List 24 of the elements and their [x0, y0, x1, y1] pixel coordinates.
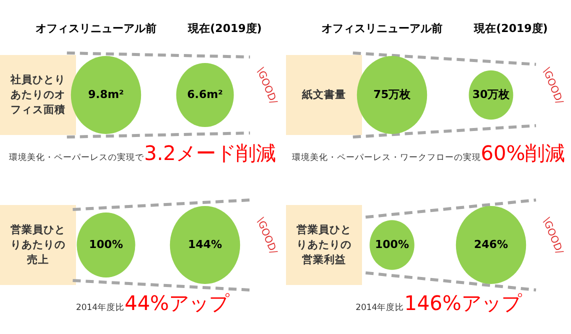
data-label: 75万枚	[373, 88, 412, 102]
category-label: 現在(2019度)	[473, 22, 548, 35]
data-label: 100%	[89, 238, 123, 252]
category-label: 現在(2019度)	[187, 22, 262, 35]
data-label: 144%	[188, 238, 222, 252]
data-label: 100%	[375, 238, 409, 252]
category-label: オフィスリニューアル前	[36, 22, 156, 35]
text: 2014年度比	[356, 302, 404, 313]
text: 営業員ひとりあたりの売上	[10, 222, 66, 266]
text: 環境美化・ペーパーレス・ワークフローの実現	[292, 152, 481, 163]
text: 営業員ひとりあたりの営業利益	[296, 222, 352, 266]
data-label: 6.6m²	[187, 88, 224, 102]
data-label: 9.8m²	[88, 88, 124, 102]
text: 環境美化・ペーパーレスの実現で	[9, 152, 146, 163]
category-label: オフィスリニューアル前	[322, 22, 442, 35]
text: 3.2メード削減	[144, 141, 276, 165]
text: 社員ひとりあたりのオフィス面積	[10, 72, 66, 116]
data-label: 30万枚	[472, 88, 511, 102]
text: 紙文書量	[301, 88, 346, 101]
text: 146%アップ	[404, 291, 522, 315]
data-label: 246%	[474, 238, 508, 252]
text: 44%アップ	[124, 291, 230, 315]
text: 2014年度比	[76, 302, 125, 313]
text: 60%削減	[480, 141, 566, 165]
